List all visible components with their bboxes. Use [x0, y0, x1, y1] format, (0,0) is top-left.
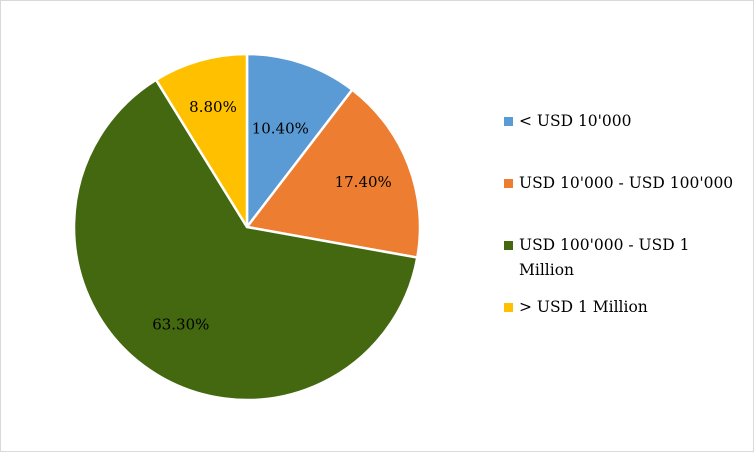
- data-label-usd-1-million: 8.80%: [189, 98, 237, 116]
- pie-slices: [72, 52, 422, 402]
- pie-slice-usd-100-000-usd-1-million: [72, 78, 419, 402]
- legend-label: USD 10'000 - USD 100'000: [519, 174, 734, 192]
- legend-label: > USD 1 Million: [519, 298, 648, 316]
- legend-item: > USD 1 Million: [504, 295, 739, 320]
- data-label-usd-10-000-usd-100-000: 17.40%: [335, 173, 392, 191]
- pie-slice-usd-10-000-usd-100-000: [245, 88, 422, 259]
- legend-swatch: [504, 179, 513, 188]
- legend-item: USD 10'000 - USD 100'000: [504, 171, 739, 196]
- legend-label: < USD 10'000: [519, 112, 632, 130]
- pie-slice-usd-10-000: [245, 52, 354, 229]
- pie-slice-usd-1-million: [154, 52, 249, 229]
- legend-swatch: [504, 303, 513, 312]
- legend-item: USD 100'000 - USD 1 Million: [504, 233, 704, 283]
- legend-item: < USD 10'000: [504, 109, 739, 134]
- legend-swatch: [504, 117, 513, 126]
- pie-data-labels: 10.40% 17.40% 63.30% 8.80%: [152, 98, 392, 333]
- data-label-usd-10-000: 10.40%: [252, 120, 309, 138]
- data-label-usd-100-000-usd-1-million: 63.30%: [152, 315, 209, 333]
- legend-swatch: [504, 241, 513, 250]
- legend-label: USD 100'000 - USD 1 Million: [519, 236, 690, 279]
